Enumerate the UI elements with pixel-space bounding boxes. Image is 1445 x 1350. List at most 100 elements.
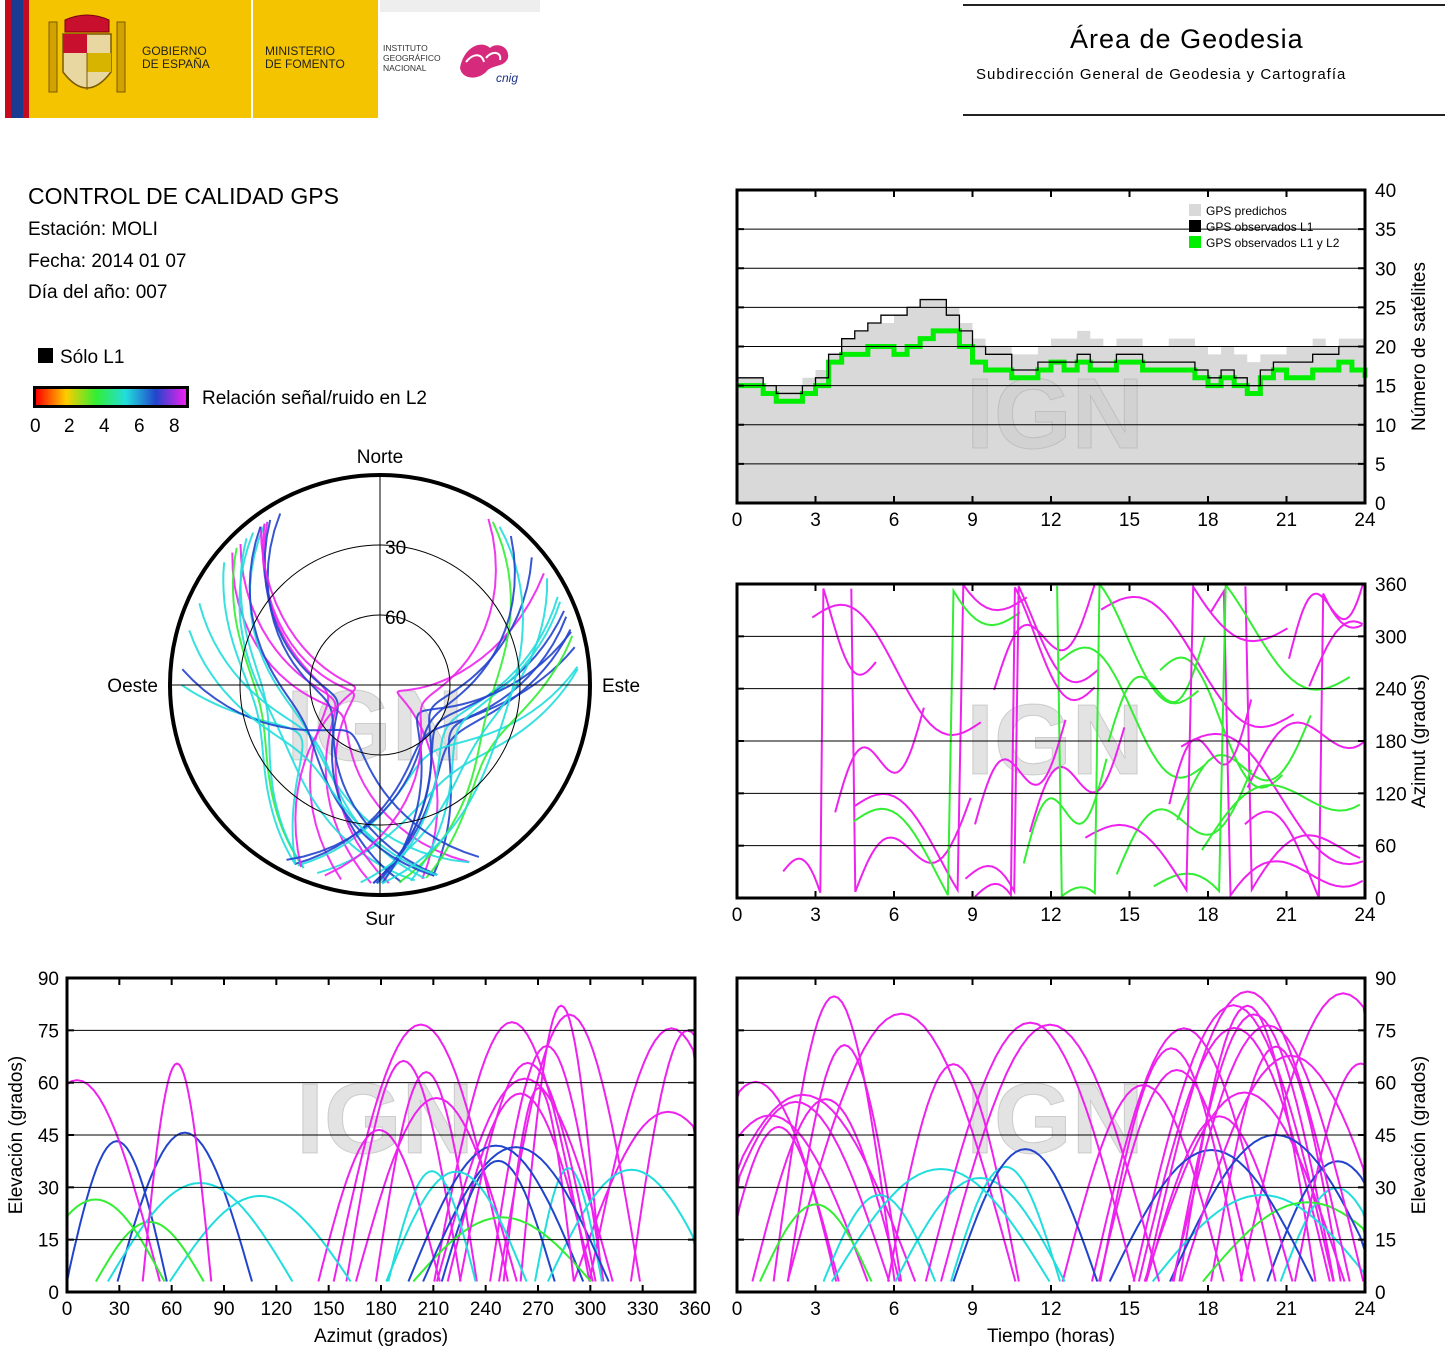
x-tick-label: 150 — [313, 1299, 345, 1320]
snr-tick-6: 6 — [134, 416, 145, 437]
x-tick-label: 18 — [1197, 510, 1218, 531]
y-tick-label: 90 — [38, 969, 59, 990]
x-tick-label: 9 — [967, 510, 978, 531]
elevation-azimuth-track — [435, 1077, 614, 1282]
elevation-azimuth-track — [407, 1144, 585, 1282]
elevation-azimuth-track — [141, 1062, 213, 1282]
watermark-text: IGN — [966, 684, 1144, 796]
azimuth-track — [1209, 587, 1364, 899]
snr-label: Relación señal/ruido en L2 — [202, 388, 427, 409]
azimuth-track — [1159, 656, 1284, 789]
snr-tick-2: 2 — [64, 416, 75, 437]
snr-tick-8: 8 — [169, 416, 180, 437]
elevation-time-track — [1172, 1013, 1335, 1282]
elevation-azimuth-track — [345, 1059, 462, 1282]
x-tick-label: 18 — [1197, 1299, 1218, 1320]
legend-swatch — [1189, 236, 1201, 248]
watermark-text: IGN — [966, 1063, 1144, 1175]
azimuth-track — [1084, 583, 1288, 894]
skyplot-track — [360, 578, 549, 884]
y-tick-label: 25 — [1375, 298, 1396, 319]
x-tick-label: 240 — [470, 1299, 502, 1320]
legend-swatch — [1189, 204, 1201, 216]
skyplot-track — [286, 535, 516, 861]
elevation-time-track — [952, 1148, 1099, 1282]
y-axis-label: Número de satélites — [1409, 262, 1430, 431]
azimuth-tracks — [782, 581, 1365, 899]
elevation-azimuth-chart: IGN 0 30 60 90 120 150 180 210 240 270 300 330 360 0 15… — [6, 969, 711, 1347]
x-tick-label: 360 — [679, 1299, 711, 1320]
elevation-time-track — [759, 1203, 873, 1282]
azimuth-track — [1056, 581, 1200, 899]
skyplot-track — [316, 668, 579, 875]
horizon-circle — [168, 473, 592, 897]
y-tick-label: 15 — [1375, 1231, 1396, 1252]
elevation-azimuth-track — [546, 1168, 696, 1282]
skyplot-track — [410, 601, 562, 882]
x-tick-label: 120 — [260, 1299, 292, 1320]
y-tick-label: 240 — [1375, 680, 1407, 701]
x-tick-label: 0 — [732, 905, 743, 926]
y-tick-label: 75 — [1375, 1021, 1396, 1042]
elevation-azimuth-track — [458, 1061, 597, 1282]
x-tick-label: 300 — [574, 1299, 606, 1320]
y-tick-label: 90 — [1375, 969, 1396, 990]
y-tick-label: 15 — [38, 1231, 59, 1252]
y-tick-label: 360 — [1375, 575, 1407, 596]
y-tick-label: 60 — [1375, 837, 1396, 858]
skyplot-track — [239, 538, 305, 869]
y-tick-label: 30 — [38, 1178, 59, 1199]
y-tick-label: 5 — [1375, 455, 1386, 476]
elevation-time-track — [924, 1021, 1136, 1282]
azimuth-track — [852, 587, 1021, 896]
y-tick-label: 10 — [1375, 416, 1396, 437]
x-tick-label: 60 — [161, 1299, 182, 1320]
x-tick-label: 24 — [1354, 905, 1376, 926]
x-tick-label: 12 — [1040, 905, 1061, 926]
snr-tick-0: 0 — [30, 416, 41, 437]
x-tick-label: 3 — [810, 510, 821, 531]
x-tick-label: 6 — [889, 905, 900, 926]
skyplot-track — [181, 684, 304, 865]
elevation-time-track — [940, 1023, 1161, 1282]
skyplot-track — [238, 532, 416, 882]
y-tick-label: 35 — [1375, 220, 1396, 241]
skyplot-track — [324, 518, 497, 877]
y-axis-label: Azimut (grados) — [1409, 674, 1430, 808]
elevation-azimuth-track — [440, 1159, 556, 1282]
x-tick-label: 3 — [810, 905, 821, 926]
y-tick-label: 0 — [48, 1283, 59, 1304]
y-tick-label: 40 — [1375, 181, 1396, 202]
legend-entry: GPS observados L1 y L2 — [1206, 236, 1340, 250]
skyplot-track — [425, 635, 574, 879]
x-tick-label: 330 — [627, 1299, 659, 1320]
azimuth-track — [782, 588, 877, 894]
elevation-azimuth-track — [355, 1096, 518, 1282]
skyplot-track — [263, 519, 403, 883]
azimuth-track — [1022, 758, 1108, 864]
azimuth-track — [974, 719, 1067, 825]
x-tick-label: 21 — [1276, 510, 1297, 531]
y-tick-label: 45 — [38, 1126, 59, 1147]
station-label: Estación: MOLI — [28, 219, 158, 240]
x-tick-label: 15 — [1119, 510, 1140, 531]
ign-label: INSTITUTO GEOGRÁFICO NACIONAL — [383, 43, 441, 73]
azimuth-track — [1176, 715, 1312, 821]
solo-l1-label: Sólo L1 — [60, 347, 125, 368]
azimuth-track — [964, 585, 1100, 895]
watermark-text: IGN — [296, 1063, 474, 1175]
skyplot-track — [188, 630, 438, 876]
ministerio-label: MINISTERIO DE FOMENTO — [265, 44, 345, 71]
snr-colorbar — [33, 386, 189, 408]
gobierno-label: GOBIERNO DE ESPAÑA — [142, 44, 210, 71]
direction-east: Este — [602, 676, 640, 697]
x-tick-label: 9 — [967, 1299, 978, 1320]
legend-entry: GPS predichos — [1206, 204, 1287, 218]
elevation-time-track — [950, 1165, 1061, 1282]
azimuth-track — [1168, 699, 1253, 805]
x-tick-label: 24 — [1354, 510, 1376, 531]
cnig-text: cnig — [496, 71, 518, 85]
x-tick-label: 6 — [889, 510, 900, 531]
header-rule-bottom — [963, 114, 1445, 116]
